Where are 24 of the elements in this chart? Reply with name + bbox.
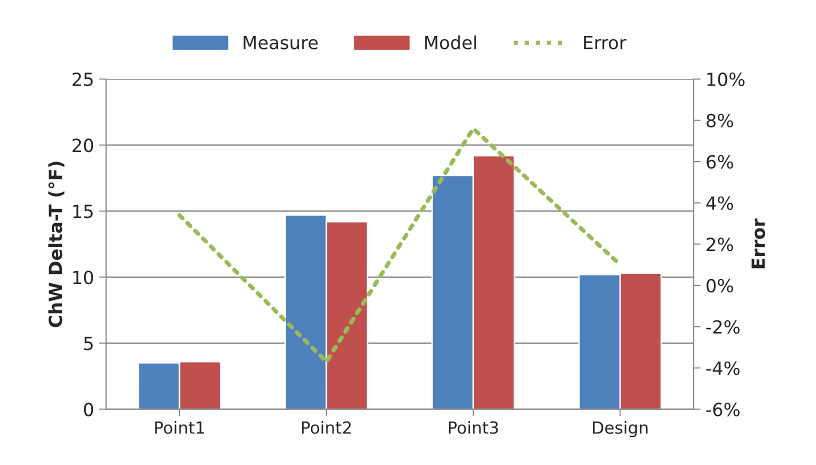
y2-tick-label: 8% <box>706 114 734 128</box>
y2-tick-label: 0% <box>706 278 734 293</box>
y2-tick-label: -4% <box>706 361 740 376</box>
legend-label: Measure <box>244 36 318 50</box>
y2-tick-label: 2% <box>706 238 734 252</box>
y2-tick-label: 10% <box>707 72 745 86</box>
y-tick-label: 15 <box>73 204 93 218</box>
y-tick-label: 5 <box>84 336 93 350</box>
x-tick-label: Point3 <box>448 421 498 434</box>
x-tick-label: Design <box>593 421 648 438</box>
legend-label: Error <box>584 36 626 50</box>
y-axis-title: ChW Delta-T (°F) <box>48 162 64 328</box>
y-tick-label: 0 <box>84 402 94 416</box>
y2-tick-label: 4% <box>706 196 734 210</box>
x-tick-label: Point1 <box>155 421 204 434</box>
y2-tick-label: 6% <box>706 155 734 169</box>
y2-tick-label: -6% <box>706 402 740 416</box>
y-tick-label: 25 <box>72 72 93 86</box>
y2-axis-title: Error <box>752 218 766 268</box>
y2-tick-label: -2% <box>706 320 740 334</box>
y-tick-label: 10 <box>73 270 94 284</box>
y-tick-label: 20 <box>72 138 94 152</box>
legend-label: Model <box>425 35 476 50</box>
x-tick-label: Point2 <box>302 421 351 434</box>
